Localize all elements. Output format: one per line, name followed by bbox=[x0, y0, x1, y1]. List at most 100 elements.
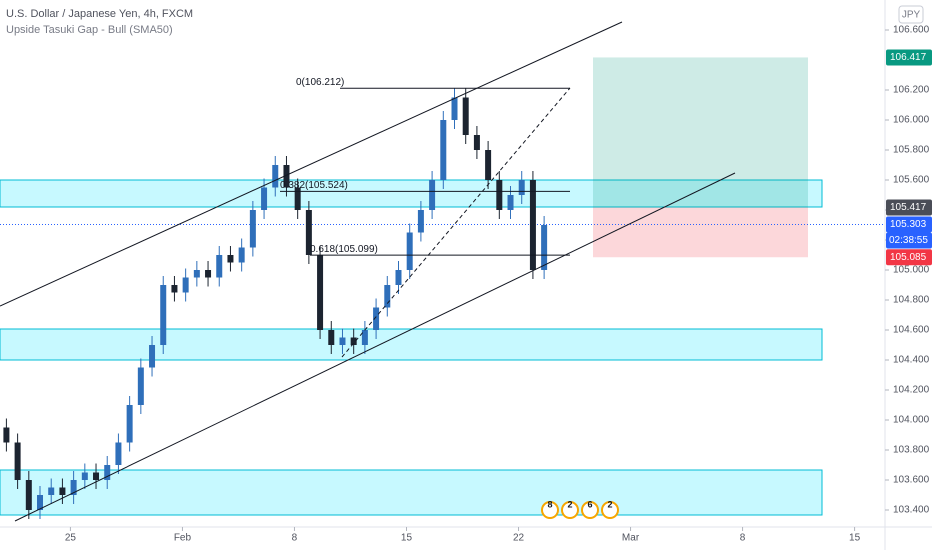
last-price-label: 105.303 bbox=[890, 219, 927, 230]
countdown-badge bbox=[886, 232, 932, 249]
candle-body bbox=[529, 180, 536, 270]
event-count: 2 bbox=[607, 499, 612, 509]
candle-body bbox=[149, 345, 156, 368]
candle-body bbox=[350, 337, 357, 345]
drawings bbox=[0, 21, 736, 522]
candle-body bbox=[384, 285, 391, 308]
entry-label: 105.417 bbox=[890, 202, 927, 213]
candle-body bbox=[14, 442, 21, 480]
candle-body bbox=[216, 255, 223, 278]
candle-body bbox=[3, 427, 10, 443]
chart-title: U.S. Dollar / Japanese Yen, 4h, FXCM bbox=[6, 8, 193, 20]
y-tick-label: 104.800 bbox=[893, 295, 930, 306]
y-tick-label: 106.000 bbox=[893, 115, 930, 126]
entry-badge bbox=[886, 199, 932, 216]
y-tick-label: 105.800 bbox=[893, 145, 930, 156]
fib-label: 0.618(105.099) bbox=[310, 244, 378, 255]
y-tick-label: 106.600 bbox=[893, 25, 930, 36]
candle-body bbox=[115, 442, 122, 465]
zone bbox=[0, 179, 823, 208]
candle-body bbox=[406, 232, 413, 270]
candle-body bbox=[429, 180, 436, 210]
trend-line bbox=[0, 21, 623, 307]
candle-body bbox=[104, 465, 111, 480]
last-price-badge bbox=[886, 216, 932, 233]
y-tick-label: 104.200 bbox=[893, 385, 930, 396]
candle-body bbox=[272, 165, 279, 188]
y-tick-label: 105.000 bbox=[893, 265, 930, 276]
candle-body bbox=[126, 405, 133, 443]
x-tick-label: 15 bbox=[401, 533, 413, 544]
candle-body bbox=[59, 487, 66, 495]
candle-body bbox=[48, 487, 55, 495]
event-icon bbox=[581, 501, 599, 519]
trend-line bbox=[14, 172, 736, 522]
x-tick-label: 8 bbox=[292, 533, 298, 544]
candle-body bbox=[485, 150, 492, 180]
candle-body bbox=[182, 277, 189, 293]
fib-label: 0(106.212) bbox=[296, 77, 344, 88]
candle-body bbox=[305, 210, 312, 255]
stop-label: 105.085 bbox=[890, 252, 927, 263]
candle-body bbox=[361, 330, 368, 345]
x-tick-label: 22 bbox=[513, 533, 525, 544]
y-tick-label: 103.400 bbox=[893, 505, 930, 516]
target-label: 106.417 bbox=[890, 52, 927, 63]
candle-body bbox=[373, 307, 380, 330]
candle-body bbox=[261, 187, 268, 210]
candle-body bbox=[171, 285, 178, 293]
y-tick-label: 105.600 bbox=[893, 175, 930, 186]
x-tick-label: 25 bbox=[65, 533, 77, 544]
candle-body bbox=[137, 367, 144, 405]
fib-trend bbox=[341, 87, 571, 358]
plot: 0(106.212) 0.382(105.524) 0.618(105.099) bbox=[0, 77, 885, 519]
event-count: 8 bbox=[547, 499, 552, 509]
candle-body bbox=[541, 225, 548, 270]
candle-body bbox=[317, 255, 324, 330]
x-tick-label: Feb bbox=[174, 533, 192, 544]
candle-body bbox=[193, 270, 200, 278]
x-tick-label: 15 bbox=[849, 533, 861, 544]
candle-body bbox=[339, 337, 346, 345]
candle-body bbox=[395, 270, 402, 285]
candle-body bbox=[70, 480, 77, 495]
countdown: 02:38:55 bbox=[889, 235, 928, 246]
candle-body bbox=[227, 255, 234, 263]
y-tick-label: 104.600 bbox=[893, 325, 930, 336]
candle-body bbox=[417, 210, 424, 233]
currency-box[interactable] bbox=[898, 5, 924, 24]
candle-body bbox=[507, 195, 514, 210]
y-tick-label: 104.400 bbox=[893, 355, 930, 366]
zones bbox=[0, 57, 823, 516]
zone bbox=[0, 469, 823, 516]
candle-body bbox=[238, 247, 245, 263]
candle-body bbox=[496, 180, 503, 210]
candle-body bbox=[93, 472, 100, 480]
y-tick-label: 103.800 bbox=[893, 445, 930, 456]
candle-body bbox=[473, 135, 480, 150]
target-badge bbox=[886, 49, 932, 66]
event-icon bbox=[601, 501, 619, 519]
y-tick-label: 104.000 bbox=[893, 415, 930, 426]
x-tick-label: Mar bbox=[622, 533, 640, 544]
event-icon bbox=[561, 501, 579, 519]
currency[interactable]: JPY bbox=[902, 10, 921, 21]
candle-body bbox=[328, 330, 335, 345]
y-tick-label: 106.200 bbox=[893, 85, 930, 96]
candle-body bbox=[451, 97, 458, 120]
stop-zone bbox=[593, 207, 808, 258]
candle-body bbox=[160, 285, 167, 345]
candle-body bbox=[462, 97, 469, 135]
candle-body bbox=[294, 187, 301, 210]
zone bbox=[0, 328, 823, 361]
target-zone bbox=[593, 57, 808, 208]
candle-body bbox=[81, 472, 88, 480]
event-icon bbox=[541, 501, 559, 519]
stop-badge bbox=[886, 249, 932, 266]
candle-body bbox=[205, 270, 212, 278]
event-count: 2 bbox=[567, 499, 572, 509]
candle-body bbox=[283, 165, 290, 188]
candle-body bbox=[37, 495, 44, 510]
candle-body bbox=[440, 120, 447, 180]
